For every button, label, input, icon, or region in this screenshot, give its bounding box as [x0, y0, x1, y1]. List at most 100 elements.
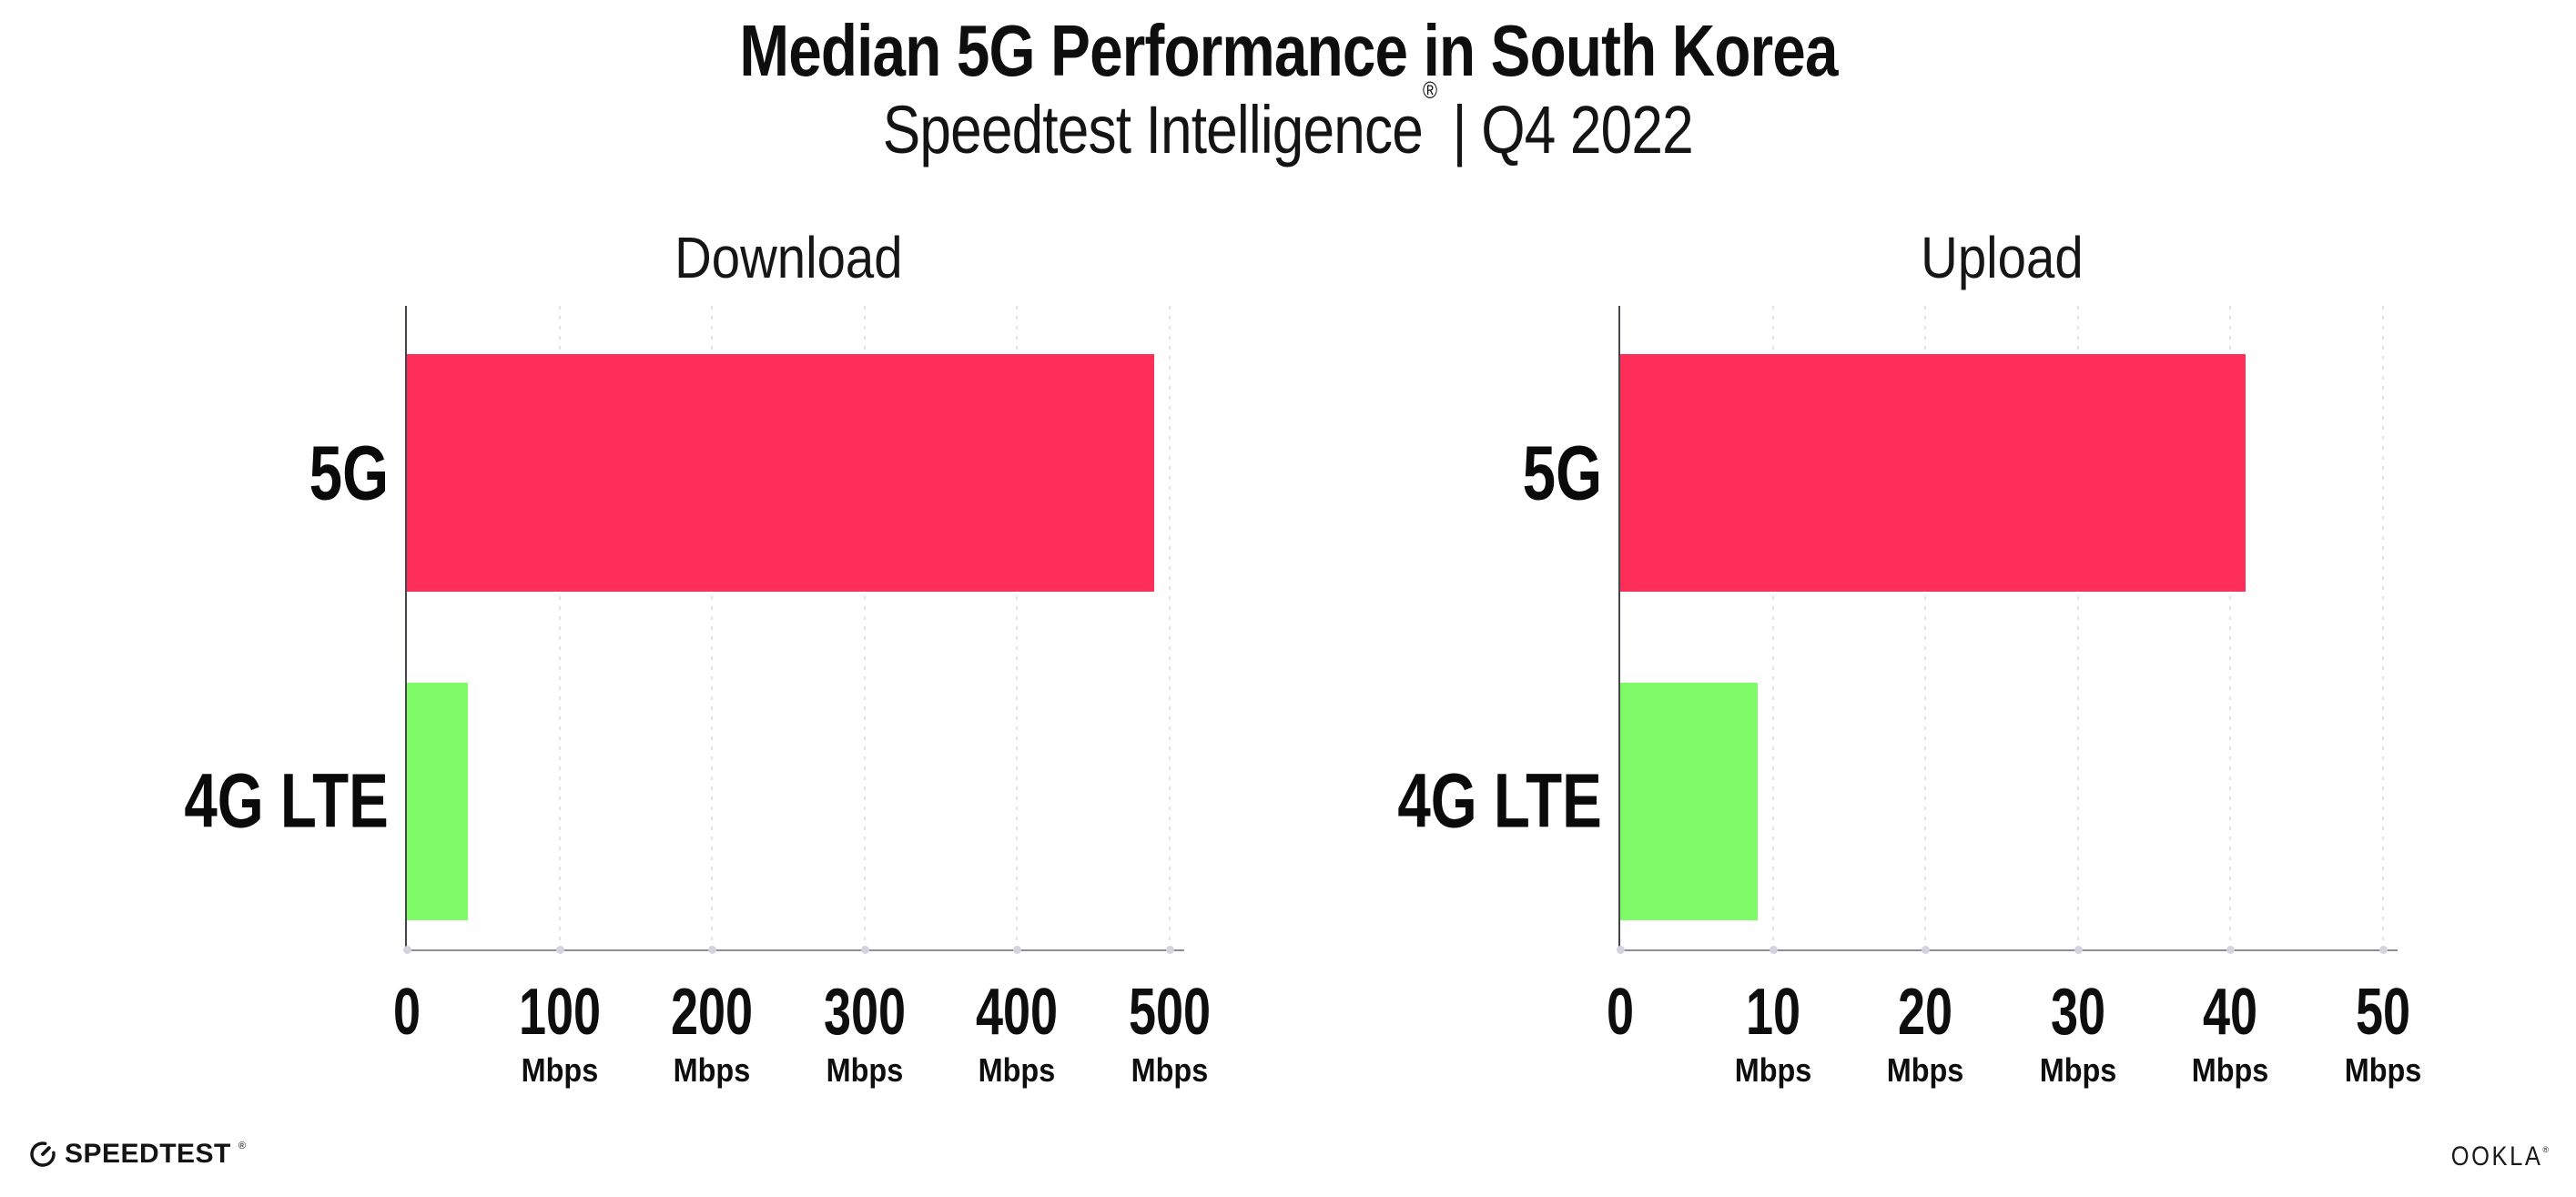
ookla-logo: OOKLA ® — [2435, 1141, 2549, 1172]
axis-tick-dot-30 — [2074, 946, 2083, 954]
x-tick-value: 0 — [389, 979, 425, 1045]
x-tick-50: 50 Mbps — [2340, 979, 2426, 1087]
x-tick-0: 0 — [389, 979, 425, 1045]
bar-5g — [1620, 354, 2246, 593]
x-tick-value: 400 — [962, 979, 1071, 1045]
x-tick-500: 500 Mbps — [1115, 979, 1224, 1087]
x-tick-unit: Mbps — [962, 1054, 1071, 1087]
gridline-40 — [2229, 306, 2232, 949]
x-tick-unit-text: Mbps — [1131, 1051, 1209, 1089]
x-tick-0: 0 — [1602, 979, 1638, 1045]
x-tick-100: 100 Mbps — [505, 979, 614, 1087]
x-tick-value-text: 0 — [392, 976, 421, 1049]
x-tick-value: 500 — [1115, 979, 1224, 1045]
subtitle-period: | Q4 2022 — [1437, 92, 1694, 167]
speedtest-logo: SPEEDTEST ® — [28, 1138, 246, 1171]
x-tick-value-text: 10 — [1745, 976, 1800, 1049]
x-tick-unit: Mbps — [2340, 1054, 2426, 1087]
subtitle-text: Speedtest Intelligence® | Q4 2022 — [882, 78, 1694, 167]
x-tick-unit-text: Mbps — [2344, 1051, 2422, 1089]
page-title: Median 5G Performance in South Korea — [0, 13, 2576, 89]
upload-chart-title: Upload — [1566, 224, 2438, 291]
speedtest-gauge-icon — [30, 1141, 56, 1167]
x-tick-value: 300 — [810, 979, 919, 1045]
ookla-label: OOKLA — [2435, 1141, 2542, 1172]
gridline-500 — [1169, 306, 1171, 949]
download-chart-title-text: Download — [674, 225, 903, 290]
ookla-label-text: OOKLA — [2450, 1141, 2543, 1172]
x-tick-30: 30 Mbps — [2035, 979, 2121, 1087]
axis-tick-dot-500 — [1166, 946, 1174, 954]
axis-tick-dot-300 — [860, 946, 869, 954]
gridline-400 — [1016, 306, 1019, 949]
axis-tick-dot-400 — [1013, 946, 1022, 954]
upload-chart: Upload 0 10 Mbps 20 Mbps 30 Mbps 40 Mbps 50 Mbps 5… — [1398, 225, 2422, 1087]
axis-tick-dot-10 — [1769, 946, 1778, 954]
x-tick-value-text: 40 — [2203, 976, 2258, 1049]
speedtest-label: SPEEDTEST — [65, 1139, 231, 1169]
bar-5g — [407, 354, 1155, 593]
x-tick-200: 200 Mbps — [657, 979, 766, 1087]
x-tick-value: 40 — [2187, 979, 2273, 1045]
x-tick-unit: Mbps — [2035, 1054, 2121, 1087]
x-tick-40: 40 Mbps — [2187, 979, 2273, 1087]
registered-trademark-mark: ® — [1423, 76, 1438, 105]
gridline-300 — [863, 306, 866, 949]
category-label-text: 4G LTE — [184, 757, 389, 844]
x-tick-unit: Mbps — [1115, 1054, 1224, 1087]
axis-tick-dot-50 — [2379, 946, 2388, 954]
x-tick-value-text: 0 — [1606, 976, 1635, 1049]
x-tick-unit: Mbps — [657, 1054, 766, 1087]
gridline-10 — [1771, 306, 1774, 949]
x-tick-unit: Mbps — [810, 1054, 919, 1087]
x-tick-value: 50 — [2340, 979, 2426, 1045]
x-tick-value: 10 — [1730, 979, 1816, 1045]
x-tick-value-text: 30 — [2050, 976, 2105, 1049]
axis-tick-dot-40 — [2226, 946, 2236, 954]
x-tick-value: 100 — [505, 979, 614, 1045]
x-axis-line — [1618, 949, 2398, 951]
bar-4g-lte — [1620, 682, 1758, 920]
x-tick-value-text: 300 — [823, 976, 906, 1049]
x-tick-unit-text: Mbps — [979, 1051, 1056, 1089]
x-tick-unit-text: Mbps — [521, 1051, 598, 1089]
page-subtitle: Speedtest Intelligence® | Q4 2022 — [0, 78, 2576, 167]
download-chart-title: Download — [352, 224, 1224, 291]
category-label-5g: 5G — [287, 429, 389, 517]
x-tick-value-text: 400 — [976, 976, 1059, 1049]
x-tick-unit-text: Mbps — [1886, 1051, 1964, 1089]
x-tick-value: 20 — [1882, 979, 1968, 1045]
axis-tick-dot-0 — [1617, 946, 1625, 954]
x-tick-unit-text: Mbps — [2039, 1051, 2117, 1089]
category-label-text: 5G — [1522, 430, 1602, 516]
x-tick-unit: Mbps — [2187, 1054, 2273, 1087]
x-tick-unit-text: Mbps — [2192, 1051, 2269, 1089]
x-tick-value-text: 20 — [1898, 976, 1953, 1049]
gridline-200 — [711, 306, 714, 949]
upload-chart-title-text: Upload — [1920, 225, 2084, 290]
x-tick-value-text: 50 — [2355, 976, 2411, 1049]
x-tick-value: 200 — [657, 979, 766, 1045]
x-tick-value-text: 200 — [671, 976, 754, 1049]
gridline-30 — [2076, 306, 2079, 949]
x-tick-unit: Mbps — [505, 1054, 614, 1087]
category-label-4g-lte: 4G LTE — [1340, 757, 1602, 846]
download-chart: Download 0 100 Mbps 200 Mbps 300 Mbps 400 Mbps 50… — [185, 225, 1212, 1087]
bar-4g-lte — [407, 682, 469, 920]
gridline-50 — [2382, 306, 2384, 949]
x-tick-unit-text: Mbps — [826, 1051, 904, 1089]
axis-tick-dot-200 — [708, 946, 717, 954]
x-axis-ticks: 0 10 Mbps 20 Mbps 30 Mbps 40 Mbps 50 Mbps — [1607, 979, 2421, 1107]
x-tick-value-text: 500 — [1128, 976, 1212, 1049]
subtitle-brand: Speedtest Intelligence — [882, 92, 1424, 167]
x-tick-10: 10 Mbps — [1730, 979, 1816, 1087]
axis-tick-dot-20 — [1922, 946, 1931, 954]
x-tick-20: 20 Mbps — [1882, 979, 1968, 1087]
x-tick-value-text: 100 — [518, 976, 601, 1049]
speedtest-registered-mark: ® — [238, 1141, 246, 1151]
x-tick-value: 30 — [2035, 979, 2121, 1045]
category-label-4g-lte: 4G LTE — [127, 757, 389, 846]
x-tick-unit-text: Mbps — [673, 1051, 751, 1089]
x-tick-unit: Mbps — [1882, 1054, 1968, 1087]
